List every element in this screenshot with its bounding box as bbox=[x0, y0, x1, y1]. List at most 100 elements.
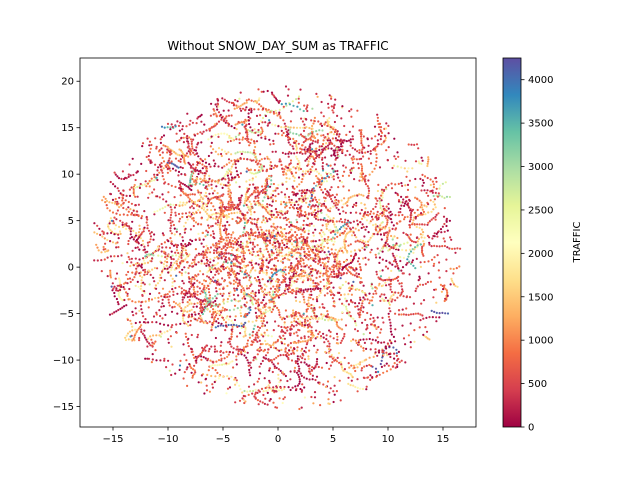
scatter-point bbox=[314, 217, 318, 220]
scatter-point bbox=[351, 135, 354, 138]
scatter-point bbox=[387, 301, 391, 305]
scatter-point bbox=[198, 238, 201, 241]
scatter-point bbox=[384, 296, 387, 299]
scatter-point bbox=[328, 275, 331, 278]
scatter-point bbox=[433, 232, 436, 235]
scatter-point bbox=[278, 108, 281, 111]
scatter-point bbox=[322, 336, 325, 339]
scatter-point bbox=[106, 223, 109, 226]
scatter-point bbox=[164, 260, 167, 263]
scatter-point bbox=[264, 205, 267, 208]
scatter-point bbox=[409, 346, 412, 349]
scatter-point bbox=[267, 108, 270, 111]
scatter-point bbox=[212, 108, 215, 111]
scatter-point bbox=[106, 256, 109, 259]
scatter-point bbox=[104, 250, 107, 253]
scatter-point bbox=[167, 183, 170, 186]
scatter-point bbox=[379, 331, 382, 334]
scatter-point bbox=[439, 184, 442, 187]
scatter-point bbox=[220, 132, 223, 135]
scatter-point bbox=[146, 345, 149, 348]
scatter-point bbox=[298, 164, 301, 167]
scatter-point bbox=[249, 141, 252, 145]
scatter-point bbox=[270, 211, 273, 215]
scatter-point bbox=[250, 205, 254, 208]
scatter-point bbox=[238, 384, 241, 387]
scatter-point bbox=[279, 268, 282, 271]
scatter-point bbox=[227, 236, 230, 239]
scatter-point bbox=[261, 191, 264, 194]
scatter-point bbox=[311, 378, 314, 381]
scatter-point bbox=[423, 189, 426, 192]
scatter-point bbox=[236, 216, 239, 219]
scatter-point bbox=[217, 133, 220, 136]
scatter-point bbox=[257, 304, 261, 307]
scatter-point bbox=[348, 262, 351, 265]
scatter-point bbox=[315, 130, 318, 133]
scatter-point bbox=[307, 160, 310, 163]
scatter-point bbox=[316, 185, 319, 188]
scatter-point bbox=[328, 391, 331, 394]
scatter-point bbox=[419, 319, 422, 322]
scatter-point bbox=[263, 331, 266, 334]
scatter-point bbox=[157, 245, 160, 248]
scatter-point bbox=[231, 322, 235, 325]
scatter-point bbox=[141, 311, 144, 314]
scatter-point bbox=[353, 194, 356, 197]
scatter-point bbox=[123, 305, 126, 308]
scatter-point bbox=[274, 199, 277, 203]
scatter-point bbox=[280, 239, 284, 242]
scatter-point bbox=[157, 296, 160, 299]
scatter-point bbox=[438, 194, 441, 197]
scatter-point bbox=[295, 290, 298, 293]
scatter-point bbox=[446, 246, 449, 249]
scatter-point bbox=[210, 102, 213, 105]
scatter-point bbox=[288, 128, 291, 131]
scatter-point bbox=[367, 157, 370, 160]
scatter-point bbox=[156, 169, 159, 172]
scatter-point bbox=[384, 225, 387, 228]
scatter-point bbox=[290, 172, 293, 175]
scatter-point bbox=[432, 183, 435, 186]
scatter-point bbox=[169, 206, 172, 209]
scatter-point bbox=[348, 265, 351, 269]
scatter-point bbox=[248, 178, 251, 182]
scatter-point bbox=[250, 159, 253, 162]
scatter-point bbox=[235, 355, 238, 358]
scatter-point bbox=[406, 203, 409, 206]
scatter-point bbox=[296, 362, 299, 365]
scatter-point bbox=[325, 225, 328, 228]
scatter-point bbox=[203, 310, 206, 313]
scatter-point bbox=[419, 233, 422, 236]
scatter-point bbox=[297, 328, 300, 331]
scatter-point bbox=[269, 344, 272, 347]
scatter-point bbox=[347, 244, 350, 247]
scatter-point bbox=[182, 225, 186, 228]
scatter-point bbox=[374, 348, 377, 351]
scatter-point bbox=[193, 202, 197, 205]
scatter-point bbox=[143, 210, 146, 213]
scatter-point bbox=[239, 212, 242, 215]
scatter-point bbox=[111, 289, 114, 292]
scatter-point bbox=[428, 236, 431, 239]
scatter-point bbox=[178, 364, 182, 367]
scatter-point bbox=[245, 249, 248, 252]
scatter-point bbox=[268, 386, 271, 389]
scatter-point bbox=[294, 167, 297, 170]
scatter-point bbox=[390, 342, 393, 345]
scatter-point bbox=[274, 164, 277, 167]
scatter-point bbox=[332, 202, 336, 205]
scatter-point bbox=[360, 129, 363, 132]
scatter-point bbox=[350, 379, 353, 382]
scatter-point bbox=[190, 282, 193, 285]
scatter-point bbox=[141, 231, 144, 234]
scatter-point bbox=[231, 201, 234, 204]
scatter-point bbox=[408, 179, 411, 182]
scatter-point bbox=[203, 303, 206, 306]
scatter-point bbox=[153, 280, 156, 283]
scatter-point bbox=[222, 238, 225, 241]
scatter-point bbox=[439, 228, 443, 231]
scatter-point bbox=[212, 251, 216, 255]
scatter-point bbox=[241, 138, 244, 141]
scatter-point bbox=[307, 266, 310, 269]
